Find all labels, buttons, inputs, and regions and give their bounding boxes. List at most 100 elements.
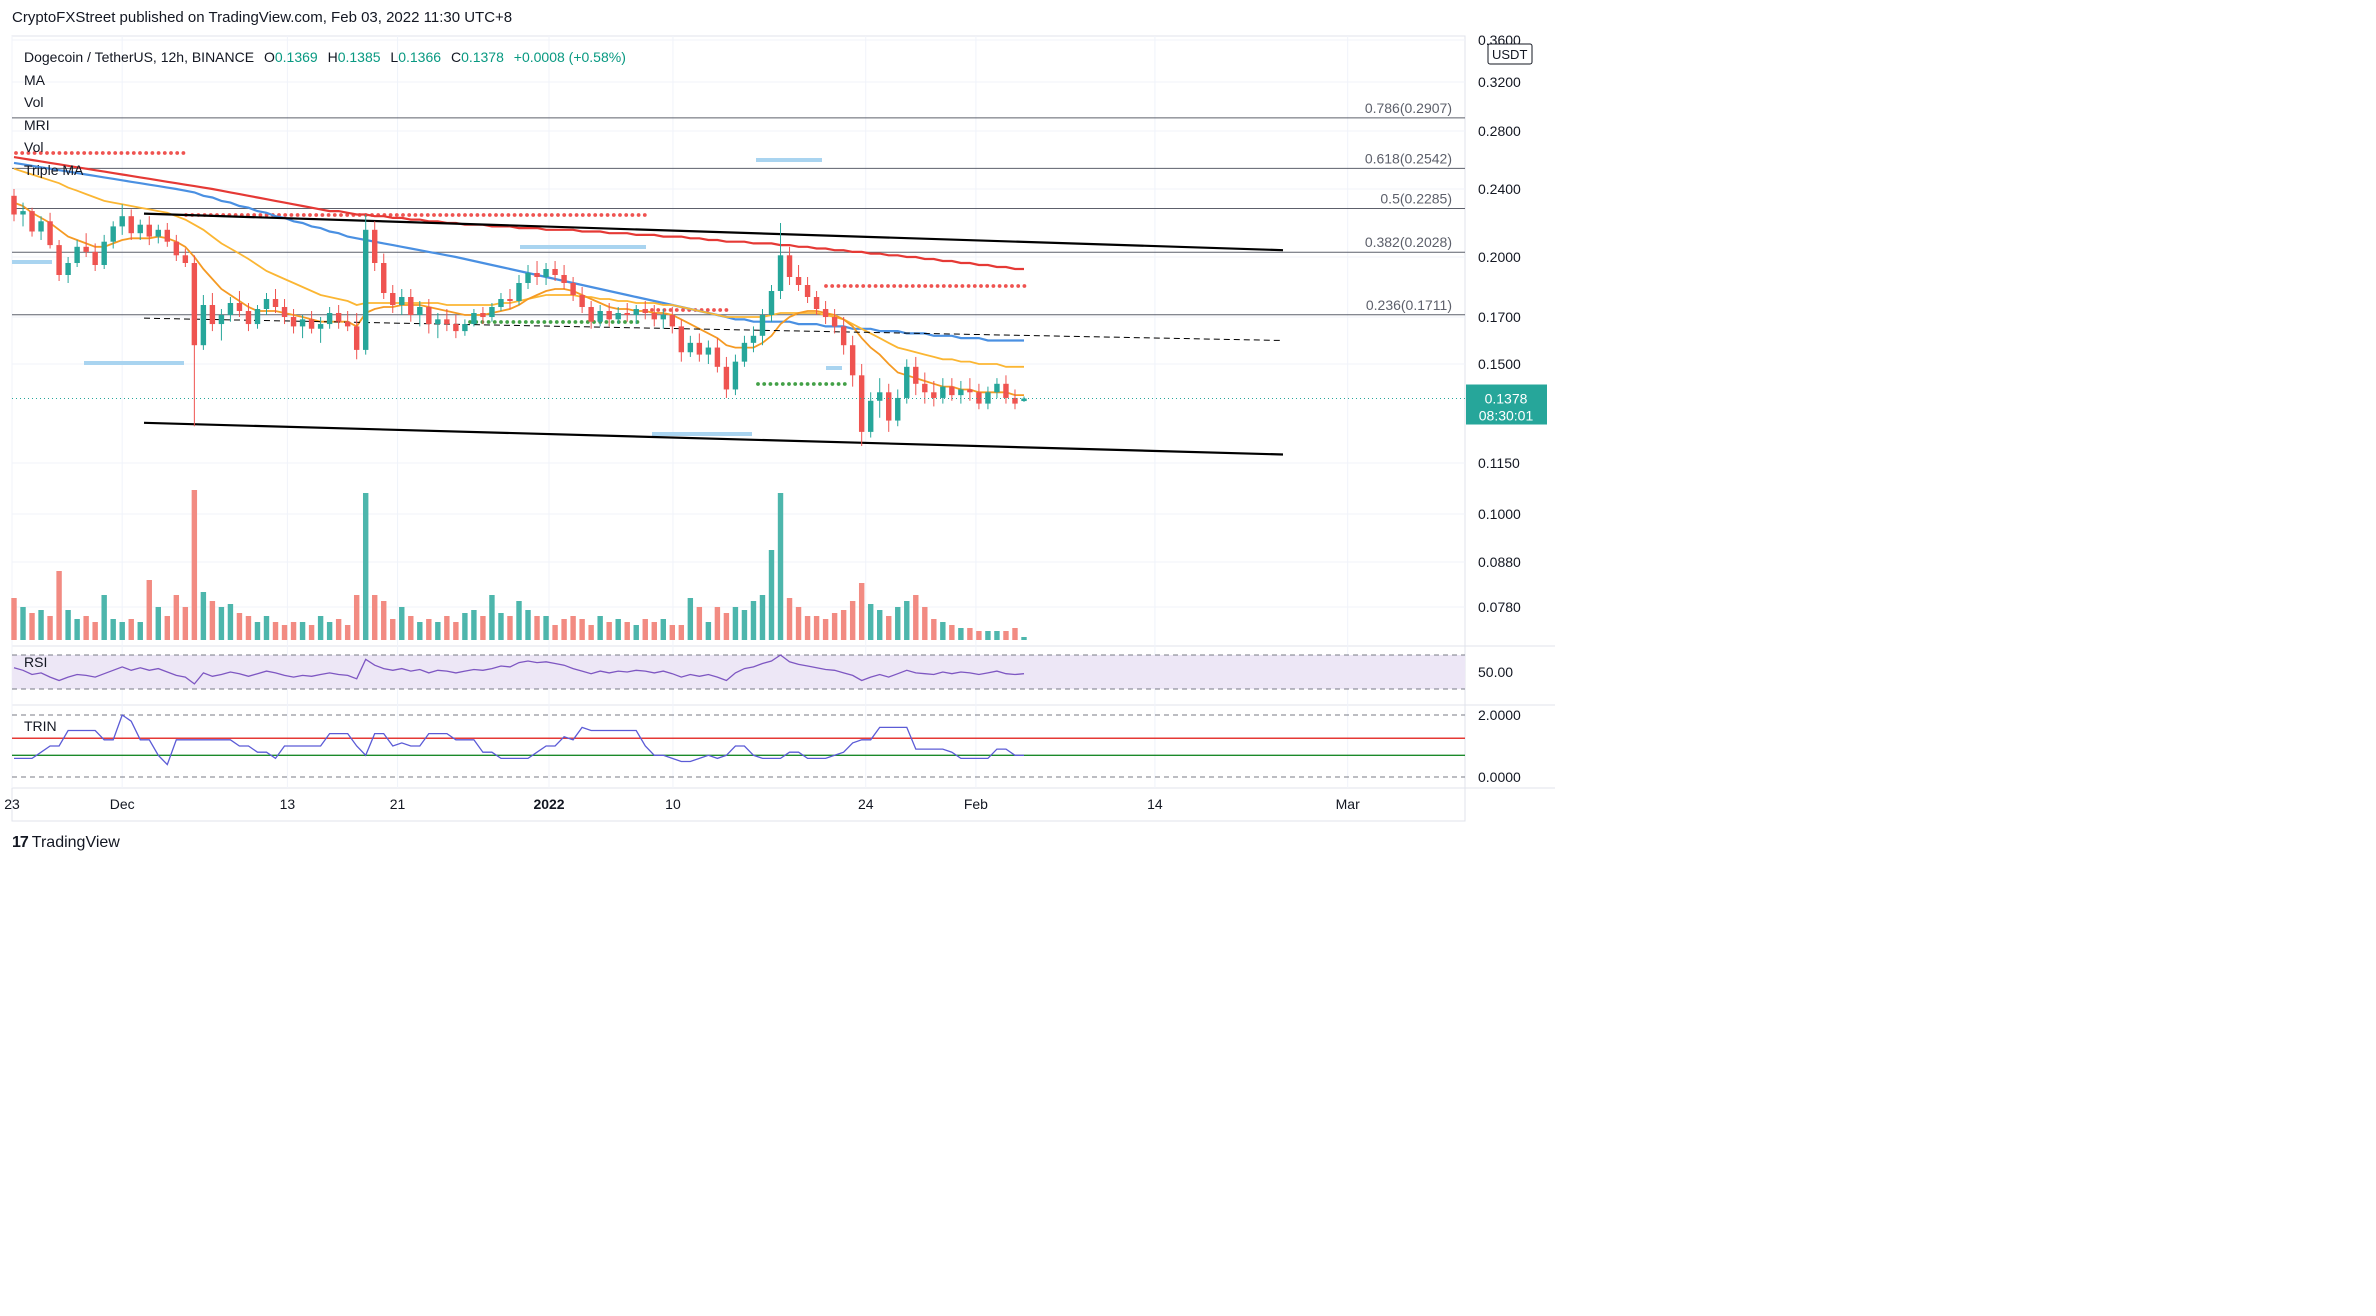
resistance-dot xyxy=(289,213,294,217)
volume-bar xyxy=(913,595,919,640)
resistance-dot xyxy=(20,151,25,155)
resistance-dot xyxy=(605,213,610,217)
candle-body xyxy=(480,313,486,317)
volume-bar xyxy=(786,598,793,640)
resistance-dot xyxy=(69,151,74,155)
resistance-dot xyxy=(162,151,167,155)
candle-body xyxy=(101,241,107,265)
candle-body xyxy=(65,263,71,275)
resistance-dot xyxy=(401,213,405,217)
resistance-dot xyxy=(438,213,443,217)
resistance-dot xyxy=(668,308,673,312)
volume-bar xyxy=(435,622,441,640)
support-dot xyxy=(567,320,572,324)
tradingview-logo[interactable]: 17 TradingView xyxy=(12,834,120,852)
volume-bar xyxy=(426,619,432,640)
support-dot xyxy=(756,382,760,386)
candle-body xyxy=(949,386,955,396)
tradingview-brand: TradingView xyxy=(31,834,120,851)
candle-body xyxy=(777,255,784,291)
candle-body xyxy=(633,309,639,315)
support-dot xyxy=(799,382,804,386)
price-tick-label: 0.1150 xyxy=(1478,455,1520,471)
indicator-triple-ma[interactable]: Triple MA xyxy=(24,161,84,178)
resistance-dot xyxy=(518,213,523,217)
candle-body xyxy=(507,299,513,301)
volume-bar xyxy=(146,580,152,640)
volume-bar xyxy=(795,607,802,640)
candle-body xyxy=(299,319,306,327)
volume-bar xyxy=(750,601,757,640)
volume-bar xyxy=(92,622,98,640)
volume-bar xyxy=(236,613,243,640)
volume-bar xyxy=(714,607,721,640)
resistance-dot xyxy=(419,213,424,217)
candle-body xyxy=(913,366,919,384)
support-dot xyxy=(818,382,822,386)
resistance-dot xyxy=(929,284,934,288)
resistance-dot xyxy=(51,151,56,155)
resistance-dot xyxy=(861,284,866,288)
candle-body xyxy=(994,383,1000,393)
volume-bar xyxy=(777,493,784,640)
rsi-pane-label[interactable]: RSI xyxy=(24,654,48,670)
resistance-dot xyxy=(150,151,155,155)
volume-bar xyxy=(741,610,748,640)
channel-upper-line xyxy=(143,212,1284,252)
candle-body xyxy=(615,313,621,320)
candle-body xyxy=(462,324,468,332)
volume-bar xyxy=(543,616,549,640)
volume-bar xyxy=(11,598,17,640)
volume-bar xyxy=(940,622,946,640)
candle-body xyxy=(164,229,171,242)
resistance-dot xyxy=(100,151,105,155)
candle-body xyxy=(795,277,802,285)
candle-body xyxy=(381,263,387,293)
resistance-dot xyxy=(599,213,604,217)
indicator-mri[interactable]: MRI xyxy=(24,116,50,133)
candle-body xyxy=(867,400,874,432)
resistance-dot xyxy=(531,213,536,217)
candle-body xyxy=(29,211,35,232)
candle-body xyxy=(20,211,26,215)
resistance-dot xyxy=(463,213,467,217)
candle-body xyxy=(606,311,612,320)
resistance-dot xyxy=(425,213,430,217)
price-chart[interactable]: 0.36000.32000.28000.24000.20000.17000.15… xyxy=(0,0,1568,868)
price-tick-label: 0.0780 xyxy=(1478,599,1521,615)
low-value: 0.1366 xyxy=(398,49,442,65)
candle-body xyxy=(353,326,360,350)
indicator-vol[interactable]: Vol xyxy=(24,94,44,110)
price-tick-label: 0.0880 xyxy=(1478,554,1521,570)
candle-body xyxy=(272,299,279,307)
time-tick-label: 21 xyxy=(390,796,406,812)
candle-body xyxy=(92,251,98,265)
support-dot xyxy=(536,320,541,324)
trin-pane-label[interactable]: TRIN xyxy=(24,718,57,734)
volume-bar xyxy=(74,619,80,640)
indicator-ma[interactable]: MA xyxy=(24,71,45,88)
volume-bar xyxy=(696,607,703,640)
candle-body xyxy=(660,315,666,320)
resistance-dot xyxy=(138,151,142,155)
resistance-dot xyxy=(705,308,710,312)
resistance-dot xyxy=(948,284,952,288)
support-dot xyxy=(573,320,578,324)
resistance-dot xyxy=(712,308,716,312)
resistance-dot xyxy=(562,213,567,217)
resistance-dot xyxy=(656,308,661,312)
support-dot xyxy=(604,320,609,324)
resistance-dot xyxy=(506,213,511,217)
publisher-caption: CryptoFXStreet published on TradingView.… xyxy=(12,9,513,26)
candle-body xyxy=(570,283,576,295)
candle-body xyxy=(471,313,477,325)
candle-body xyxy=(877,392,883,401)
candle-body xyxy=(895,397,901,421)
candle-body xyxy=(453,324,459,332)
volume-bar xyxy=(399,607,405,640)
symbol-name[interactable]: Dogecoin / TetherUS, 12h, BINANCE xyxy=(24,49,255,65)
resistance-dot xyxy=(1022,284,1027,288)
resistance-dot xyxy=(1010,284,1014,288)
indicator-vol-2[interactable]: Vol xyxy=(24,139,44,155)
volume-bar xyxy=(1012,628,1018,640)
